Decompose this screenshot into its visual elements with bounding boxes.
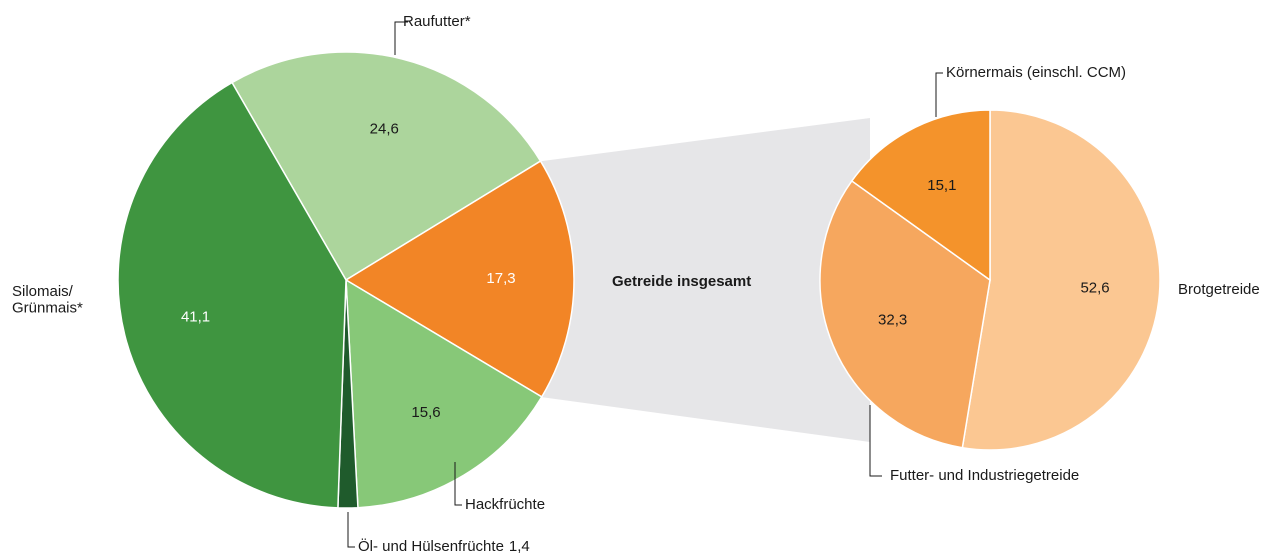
pie-slice <box>345 278 543 509</box>
pie-slice <box>850 109 991 282</box>
pie-slice <box>230 51 542 282</box>
value-label: 1,4 <box>509 538 530 555</box>
leader-line <box>935 72 943 117</box>
leader-line <box>347 512 355 548</box>
pie-slice <box>819 179 991 449</box>
category-label: Silomais/Grünmais* <box>12 283 83 317</box>
category-label: Körnermais (einschl. CCM) <box>946 64 1126 81</box>
pie-slice <box>117 81 347 509</box>
value-label: 32,3 <box>878 311 907 328</box>
category-label: Getreide insgesamt <box>612 273 751 290</box>
category-label: Brotgetreide <box>1178 281 1260 298</box>
category-label: Raufutter* <box>403 13 471 30</box>
value-label: 24,6 <box>370 121 399 138</box>
leader-line <box>394 21 408 55</box>
value-label: 41,1 <box>181 308 210 325</box>
value-label: 17,3 <box>486 270 515 287</box>
category-label: Futter- und Industriegetreide <box>890 467 1079 484</box>
pie-slice <box>961 109 1161 451</box>
category-label: Öl- und Hülsenfrüchte <box>358 537 504 555</box>
leader-line <box>454 462 462 506</box>
pie-slice <box>344 160 575 398</box>
leader-line <box>869 405 882 477</box>
value-label: 15,6 <box>411 404 440 421</box>
value-label: 52,6 <box>1080 280 1109 297</box>
value-label: 15,1 <box>927 177 956 194</box>
category-label: Hackfrüchte <box>465 496 545 513</box>
connector <box>540 118 870 442</box>
